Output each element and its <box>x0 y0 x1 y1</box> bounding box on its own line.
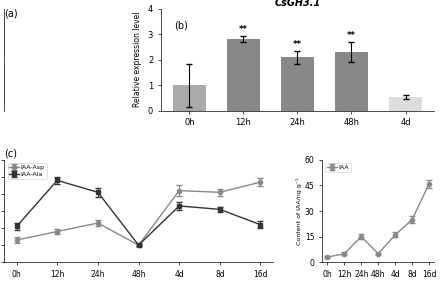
Text: **: ** <box>347 31 356 40</box>
Y-axis label: Relative expression level: Relative expression level <box>133 12 142 107</box>
Bar <box>281 57 314 111</box>
Bar <box>173 85 206 111</box>
Legend: IAA-Asp, IAA-Ala: IAA-Asp, IAA-Ala <box>8 163 47 179</box>
Text: **: ** <box>239 25 248 34</box>
Legend: IAA: IAA <box>326 163 351 172</box>
Bar <box>227 39 260 111</box>
Text: (c): (c) <box>4 148 17 158</box>
Y-axis label: Content of IAA/ng g⁻¹: Content of IAA/ng g⁻¹ <box>296 177 302 245</box>
Bar <box>335 52 368 111</box>
Title: CsGH3.1: CsGH3.1 <box>274 0 321 8</box>
Text: (b): (b) <box>175 21 188 31</box>
Text: **: ** <box>293 40 302 49</box>
Bar <box>389 97 422 111</box>
Text: (a): (a) <box>4 9 18 19</box>
